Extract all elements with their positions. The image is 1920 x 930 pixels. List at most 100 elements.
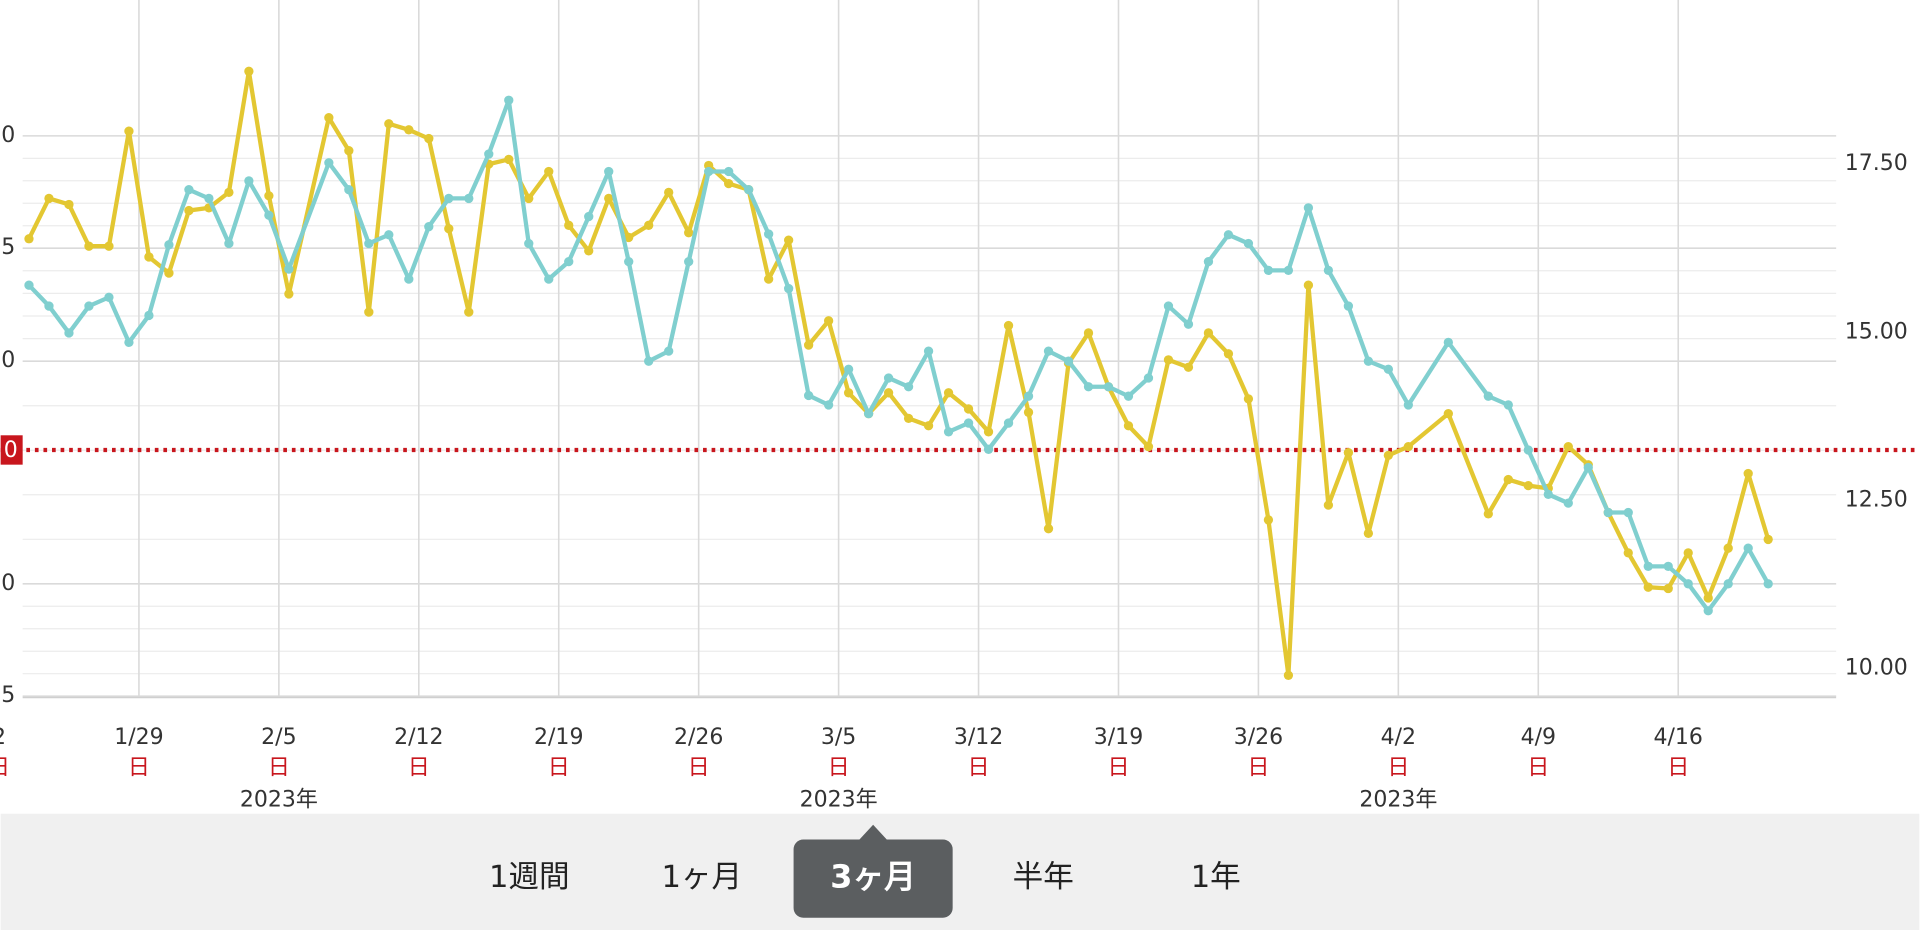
data-point [1383,364,1394,374]
data-point [1243,394,1254,404]
data-point [404,125,414,135]
data-point [1263,265,1274,276]
series-line [27,69,1771,678]
data-point [1303,280,1314,290]
data-point [1023,391,1034,401]
data-point [124,337,134,348]
data-point [684,228,694,238]
data-point [724,178,734,189]
weekday-label: 日 [1107,755,1129,780]
data-point [1123,391,1134,401]
period-option-selected[interactable]: 3ヶ月 [830,858,916,896]
data-point [1003,320,1014,331]
data-point [104,292,114,302]
data-point [184,185,194,195]
data-point [624,232,634,243]
weekday-label: 日 [968,755,990,780]
y-tick-label: 5 [1,235,15,260]
data-point [344,185,354,195]
data-point [1563,441,1573,452]
data-point [1743,543,1753,553]
y2-tick-label: 15.00 [1845,319,1908,344]
period-bar [0,813,1920,930]
data-point [1183,319,1194,329]
y-tick-label: 0 [1,571,15,596]
data-point [963,404,974,414]
selected-button[interactable] [793,839,953,918]
data-point [1403,400,1414,410]
data-point [284,289,294,299]
data-point [1083,328,1094,338]
data-point [524,238,534,249]
data-point [1263,515,1274,525]
data-point [783,235,794,245]
data-point [803,390,814,401]
data-point [923,421,934,431]
data-point [604,193,614,204]
data-point [823,400,834,410]
data-point [1503,400,1513,410]
data-point [1043,346,1054,356]
weekday-label: 日 [828,755,850,780]
data-point [604,166,614,177]
selected-pointer [858,824,888,841]
y2-tick-label: 12.50 [1845,487,1908,512]
weekday-label: 日 [128,755,150,780]
data-point [1283,670,1294,680]
data-point [504,95,514,105]
data-point [364,307,374,317]
period-option[interactable]: 半年 [1013,860,1074,895]
data-point [1223,230,1234,240]
x-tick-label: 3/19 [1094,725,1143,750]
period-option[interactable]: 1年 [1191,860,1241,895]
data-point [1303,203,1314,213]
y-tick-label: 5 [1,683,15,708]
data-point [963,418,974,428]
data-point [1443,409,1453,419]
data-point [584,211,594,222]
data-point [1363,528,1374,539]
data-point [684,256,694,267]
data-point [164,240,174,250]
data-point [1483,391,1493,401]
data-point [1563,498,1573,508]
data-point [284,264,294,274]
data-point [1763,534,1773,545]
data-point [384,119,394,129]
period-option[interactable]: 1ヶ月 [661,860,742,895]
data-point [624,256,634,267]
data-point [1243,238,1254,249]
x-tick-label: 2/5 [261,725,296,750]
data-point [1123,421,1134,431]
data-point [1683,548,1693,558]
data-point [903,413,914,424]
data-point [264,191,274,201]
x-tick-label: 3/26 [1234,725,1283,750]
data-point [1383,450,1394,461]
data-point [444,193,454,204]
weekday-label: 日 [268,755,290,780]
x-tick-label: 3/12 [954,725,1003,750]
data-point [923,346,934,356]
y2-tick-label: 10.00 [1845,656,1908,681]
data-point [983,427,994,437]
data-point [1663,583,1673,594]
reference-label-box [0,435,23,465]
data-point [24,280,34,290]
data-point [1163,355,1174,365]
data-point [1643,582,1653,592]
data-point [264,210,274,220]
data-point [863,409,874,419]
data-point [1723,543,1733,553]
weekday-label: 日 [0,755,10,780]
data-point [504,154,514,165]
data-point [544,166,554,177]
weekday-label: 日 [1527,755,1549,780]
data-point [664,187,674,198]
period-option[interactable]: 1週間 [489,860,570,895]
x-tick-label: 4/9 [1521,725,1556,750]
x-tick-label: 4/2 [1381,725,1416,750]
y-tick-label: 0 [1,123,15,148]
data-point [1743,468,1753,479]
